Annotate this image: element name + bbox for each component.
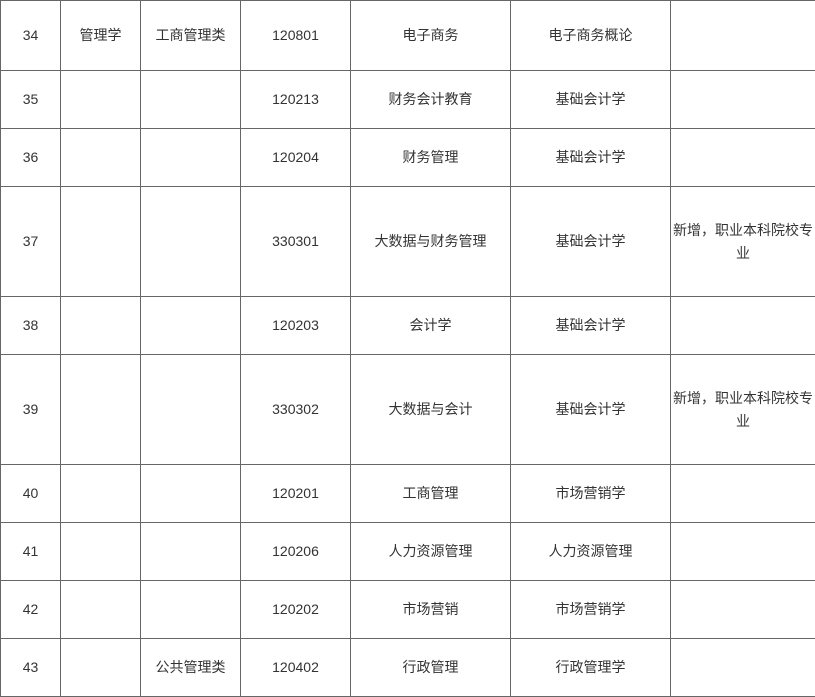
cell-cat2 xyxy=(141,297,241,355)
cell-major: 行政管理 xyxy=(351,639,511,697)
cell-cat1 xyxy=(61,581,141,639)
table-row: 35 120213财务会计教育基础会计学 xyxy=(1,71,815,129)
cell-note xyxy=(671,465,815,523)
cell-note: 新增，职业本科院校专业 xyxy=(671,187,815,297)
cell-cat1 xyxy=(61,355,141,465)
cell-course: 基础会计学 xyxy=(511,187,671,297)
table-row: 37 330301大数据与财务管理基础会计学新增，职业本科院校专业 xyxy=(1,187,815,297)
cell-idx: 40 xyxy=(1,465,61,523)
cell-idx: 35 xyxy=(1,71,61,129)
cell-course: 市场营销学 xyxy=(511,465,671,523)
cell-note xyxy=(671,71,815,129)
table-row: 39 330302大数据与会计基础会计学新增，职业本科院校专业 xyxy=(1,355,815,465)
cell-cat2 xyxy=(141,129,241,187)
cell-course: 市场营销学 xyxy=(511,581,671,639)
cell-idx: 39 xyxy=(1,355,61,465)
cell-cat1 xyxy=(61,187,141,297)
cell-code: 120203 xyxy=(241,297,351,355)
cell-idx: 34 xyxy=(1,1,61,71)
cell-idx: 37 xyxy=(1,187,61,297)
cell-cat2: 工商管理类 xyxy=(141,1,241,71)
cell-code: 120402 xyxy=(241,639,351,697)
cell-cat1 xyxy=(61,297,141,355)
table-row: 38 120203会计学基础会计学 xyxy=(1,297,815,355)
cell-note xyxy=(671,581,815,639)
cell-major: 工商管理 xyxy=(351,465,511,523)
cell-code: 120206 xyxy=(241,523,351,581)
cell-major: 会计学 xyxy=(351,297,511,355)
cell-code: 120801 xyxy=(241,1,351,71)
cell-note xyxy=(671,523,815,581)
cell-code: 330302 xyxy=(241,355,351,465)
cell-code: 120213 xyxy=(241,71,351,129)
cell-idx: 41 xyxy=(1,523,61,581)
cell-cat2 xyxy=(141,523,241,581)
major-table: 34管理学工商管理类120801电子商务电子商务概论35120213财务会计教育… xyxy=(0,0,815,697)
cell-note xyxy=(671,297,815,355)
table-row: 42 120202市场营销市场营销学 xyxy=(1,581,815,639)
cell-cat1 xyxy=(61,465,141,523)
cell-note xyxy=(671,129,815,187)
cell-note: 新增，职业本科院校专业 xyxy=(671,355,815,465)
cell-idx: 38 xyxy=(1,297,61,355)
cell-cat2 xyxy=(141,187,241,297)
cell-cat1 xyxy=(61,129,141,187)
cell-cat2 xyxy=(141,355,241,465)
cell-course: 行政管理学 xyxy=(511,639,671,697)
cell-code: 330301 xyxy=(241,187,351,297)
cell-major: 财务管理 xyxy=(351,129,511,187)
cell-course: 基础会计学 xyxy=(511,297,671,355)
cell-code: 120202 xyxy=(241,581,351,639)
cell-major: 大数据与会计 xyxy=(351,355,511,465)
cell-note xyxy=(671,1,815,71)
cell-major: 财务会计教育 xyxy=(351,71,511,129)
cell-cat2 xyxy=(141,465,241,523)
cell-code: 120204 xyxy=(241,129,351,187)
cell-course: 基础会计学 xyxy=(511,355,671,465)
table-row: 43 公共管理类120402行政管理行政管理学 xyxy=(1,639,815,697)
cell-major: 人力资源管理 xyxy=(351,523,511,581)
cell-idx: 42 xyxy=(1,581,61,639)
cell-major: 大数据与财务管理 xyxy=(351,187,511,297)
table-body: 34管理学工商管理类120801电子商务电子商务概论35120213财务会计教育… xyxy=(1,1,815,697)
table-row: 41120206人力资源管理人力资源管理 xyxy=(1,523,815,581)
cell-cat1 xyxy=(61,523,141,581)
cell-course: 人力资源管理 xyxy=(511,523,671,581)
table-row: 34管理学工商管理类120801电子商务电子商务概论 xyxy=(1,1,815,71)
cell-cat1 xyxy=(61,639,141,697)
cell-idx: 43 xyxy=(1,639,61,697)
cell-major: 市场营销 xyxy=(351,581,511,639)
cell-cat2 xyxy=(141,581,241,639)
cell-code: 120201 xyxy=(241,465,351,523)
cell-course: 基础会计学 xyxy=(511,71,671,129)
cell-cat2: 公共管理类 xyxy=(141,639,241,697)
table-row: 40 120201工商管理市场营销学 xyxy=(1,465,815,523)
cell-course: 基础会计学 xyxy=(511,129,671,187)
cell-major: 电子商务 xyxy=(351,1,511,71)
table-row: 36 120204财务管理基础会计学 xyxy=(1,129,815,187)
cell-idx: 36 xyxy=(1,129,61,187)
cell-cat1: 管理学 xyxy=(61,1,141,71)
cell-course: 电子商务概论 xyxy=(511,1,671,71)
cell-cat1 xyxy=(61,71,141,129)
cell-note xyxy=(671,639,815,697)
cell-cat2 xyxy=(141,71,241,129)
